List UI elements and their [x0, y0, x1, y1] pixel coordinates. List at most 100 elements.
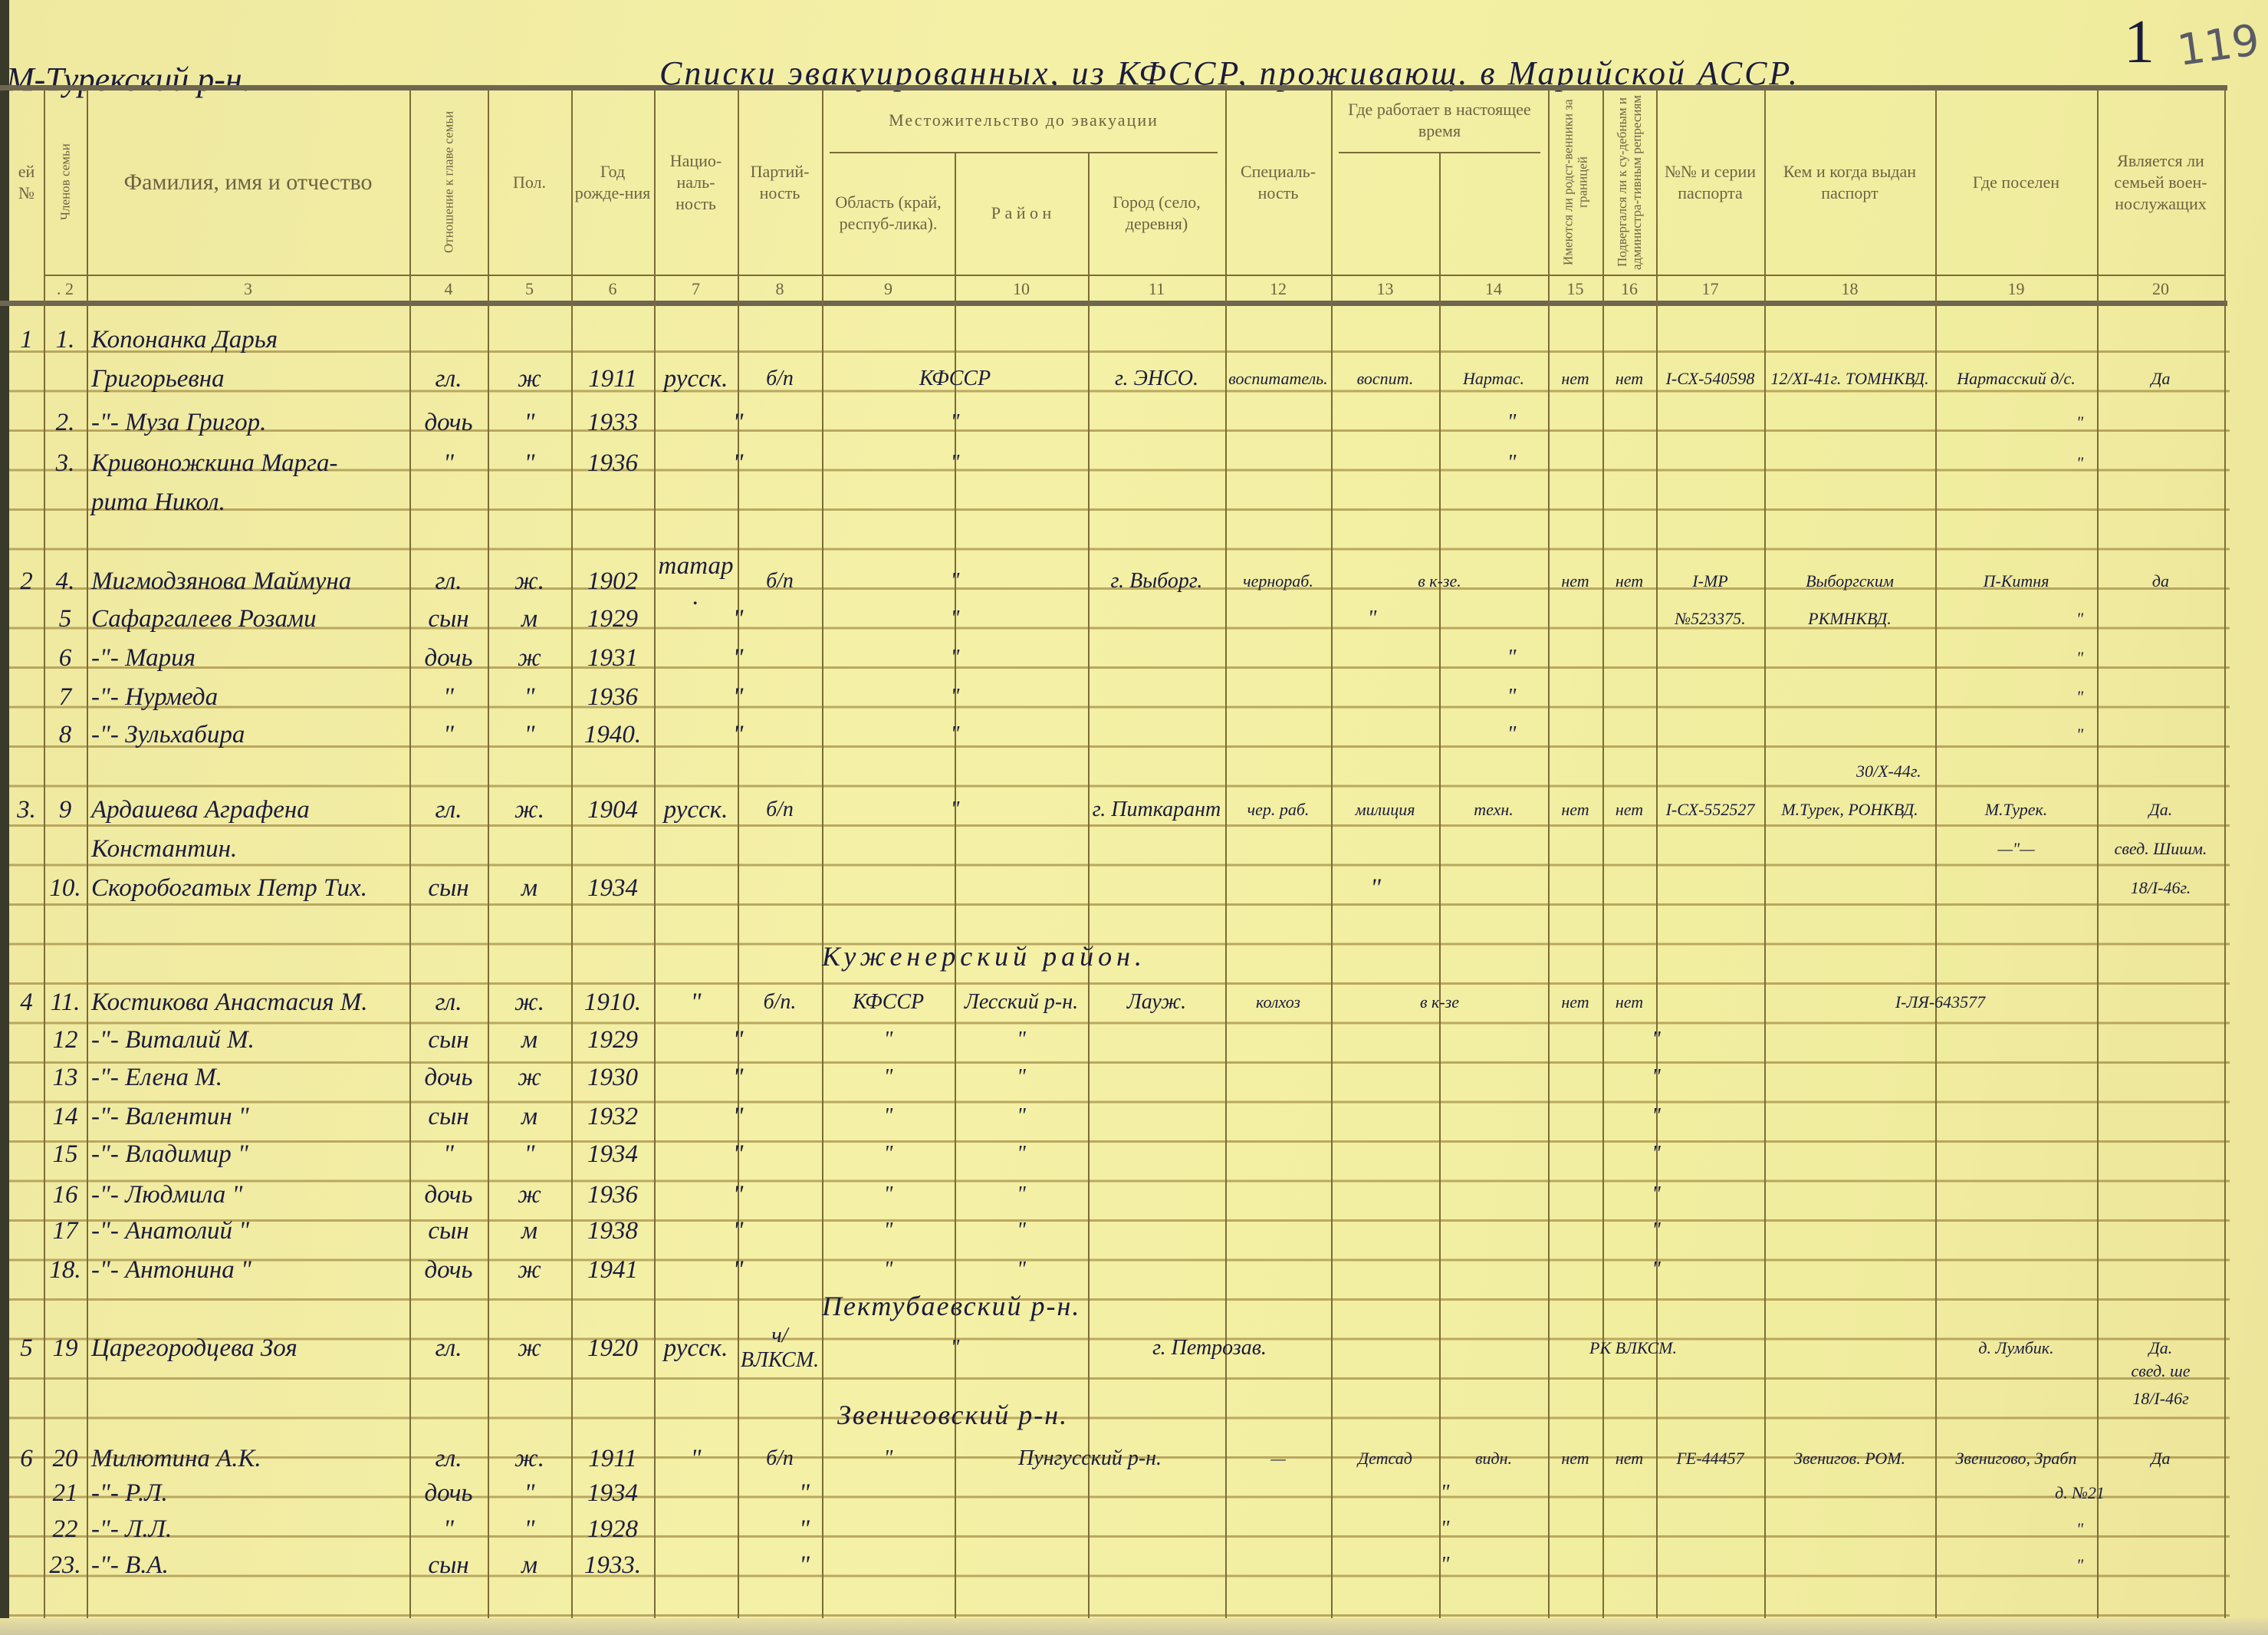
cell-col-4: " [443, 721, 454, 748]
column-number-14: 14 [1485, 279, 1502, 298]
cell-col-11: г. Выборг. [1110, 569, 1203, 593]
cell-col-13: в к-зе [1419, 992, 1459, 1012]
cell-col-6: 1928 [587, 1515, 638, 1543]
cell-col-5: ж [518, 1181, 541, 1209]
column-divider [44, 90, 45, 1618]
column-number-6: 6 [608, 279, 617, 298]
cell-col-14: видн. [1474, 1449, 1513, 1468]
cell-col-2: 11. [50, 989, 81, 1016]
cell-col-11: г. Петрозав. [1152, 1336, 1267, 1360]
cell-col-4: сын [428, 1217, 469, 1245]
cell-col-7: " [732, 644, 744, 672]
cell-col-15: нет [1561, 369, 1589, 388]
cell-col-4: гл. [435, 989, 462, 1016]
column-header-18: Кем и когда выдан паспорт [1783, 161, 1917, 202]
cell-col-7: " [799, 1551, 810, 1579]
cell-col-6: 1936 [587, 1181, 638, 1209]
cell-col-17: I-СХ-540598 [1665, 369, 1755, 388]
cell-col-6: 1933. [583, 1551, 642, 1579]
cell-col-9: " [883, 1183, 893, 1206]
cell-col-8: б/п [766, 367, 794, 390]
cell-col-3: Григорьевна [91, 365, 225, 393]
cell-col-10: " [1017, 1219, 1026, 1242]
cell-col-19: " [2076, 1519, 2084, 1538]
cell-col-4: " [443, 683, 454, 711]
cell-col-4: " [443, 449, 454, 477]
column-divider [2224, 90, 2226, 1618]
cell-col-9: " [950, 607, 960, 630]
column-divider [654, 90, 656, 1618]
column-divider [2097, 90, 2099, 1618]
cell-col-3: Копонанка Дарья [91, 326, 278, 354]
cell-col-2: 13 [52, 1064, 78, 1091]
column-header-9: Область (край, респуб-лика). [835, 192, 942, 233]
cell-col-3: -"- В.А. [91, 1551, 169, 1579]
column-header-17: №№ и серии паспорта [1664, 161, 1757, 202]
cell-col-9: " [883, 1258, 893, 1281]
column-number-17: 17 [1701, 279, 1719, 298]
cell-col-3: Кривоножкина Марга- [91, 449, 338, 477]
cell-col-11: " [1652, 1183, 1661, 1206]
column-divider [409, 90, 411, 1618]
cell-col-15: нет [1561, 1449, 1589, 1468]
cell-col-9: " [883, 1142, 893, 1166]
column-header-2: Членов семьи [58, 143, 73, 221]
column-number-8: 8 [775, 279, 784, 298]
cell-col-13: РК ВЛКСМ. [1589, 1338, 1677, 1357]
cell-col-5: " [524, 449, 535, 477]
cell-col-3: Костикова Анастасия М. [91, 989, 368, 1016]
cell-col-3: Константин. [91, 835, 238, 863]
cell-col-2: 14 [52, 1103, 78, 1130]
cell-col-11: " [1367, 607, 1377, 630]
cell-col-7: татар. [658, 552, 734, 610]
cell-col-7: " [732, 449, 744, 477]
cell-col-6: 1934 [587, 1479, 638, 1507]
cell-col-12: чер. раб. [1247, 800, 1310, 819]
cell-col-6: 1940. [583, 721, 642, 748]
cell-col-8: б/п. [763, 990, 797, 1014]
cell-col-7: " [1370, 874, 1381, 902]
cell-col-1: 2 [20, 567, 33, 595]
cell-col-5: м [521, 1026, 538, 1054]
cell-col-10: Лесский р-н. [964, 990, 1079, 1014]
column-number-12: 12 [1270, 279, 1287, 298]
cell-col-8: б/п [766, 1446, 794, 1470]
cell-col-4: гл. [435, 567, 462, 595]
cell-col-3: Мигмодзянова Маймуна [91, 567, 352, 595]
district-label: М-Турекский р-н. [6, 61, 251, 98]
cell-col-11: Лауж. [1126, 990, 1187, 1014]
cell-col-3: -"- Валентин " [91, 1103, 249, 1130]
cell-col-2: 22 [52, 1515, 78, 1543]
column-header-4: Отношение к главе семьи [441, 110, 456, 254]
cell-col-4: " [443, 1140, 454, 1168]
cell-col-14: Нартас. [1462, 369, 1525, 388]
cell-col-7: " [732, 1103, 744, 1130]
cell-col-9: " [950, 410, 960, 434]
column-header-7: Нацио-наль-ность [669, 150, 722, 213]
cell-col-19: д. Лумбик. [1978, 1338, 2054, 1357]
header-top-rule [0, 85, 2227, 90]
cell-col-5: м [521, 1103, 538, 1130]
cell-col-7: " [690, 1445, 702, 1472]
cell-col-2: 19 [52, 1334, 78, 1362]
cell-col-16: нет [1615, 571, 1644, 591]
cell-col-9: " [950, 1336, 960, 1360]
cell-col-11: " [1652, 1142, 1661, 1166]
cell-col-5: ж. [514, 989, 544, 1016]
cell-col-9: " [883, 1446, 893, 1470]
column-header-6: Год рожде-ния [574, 161, 651, 202]
cell-col-8: б/п [766, 798, 794, 821]
cell-col-4: дочь [424, 644, 473, 672]
cell-col-9: " [950, 451, 960, 475]
cell-col-4: дочь [424, 1181, 473, 1209]
cell-col-9: КФССР [852, 990, 925, 1014]
cell-col-19: Звенигово, Зрабп [1955, 1449, 2077, 1468]
cell-col-4: гл. [435, 796, 462, 824]
column-header-1: ей № [18, 161, 35, 202]
cell-col-4: гл. [435, 1334, 462, 1362]
cell-col-9: " [950, 722, 960, 746]
cell-col-3: -"- Л.Л. [91, 1515, 173, 1543]
cell-col-7: " [732, 605, 744, 633]
cell-col-6: 1902 [587, 567, 638, 595]
column-header-8: Партий-ность [750, 161, 810, 202]
